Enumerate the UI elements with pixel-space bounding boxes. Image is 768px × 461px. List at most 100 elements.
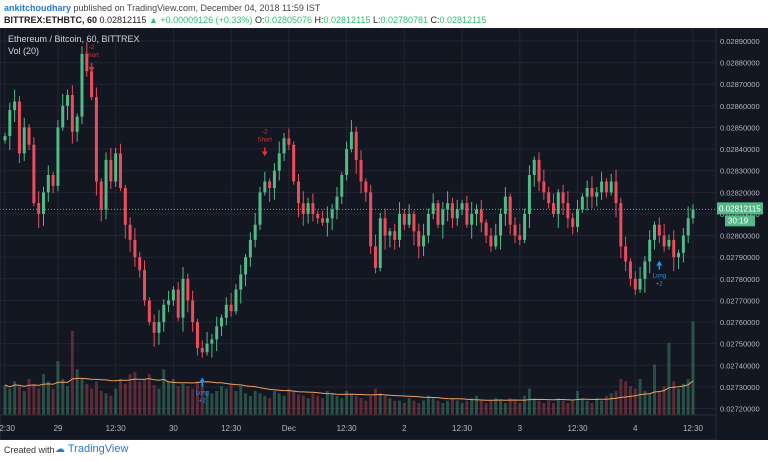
volume-bar (657, 391, 661, 415)
published-text: published on TradingView.com, December 0… (73, 3, 321, 13)
candle-body (311, 203, 315, 214)
candle-body (590, 187, 594, 197)
volume-bar (422, 400, 426, 415)
volume-bar (311, 393, 315, 415)
candle-body (248, 239, 252, 258)
candle-body (282, 138, 286, 154)
tradingview-logo[interactable]: ☁ TradingView (55, 443, 128, 455)
candle-body (167, 300, 171, 305)
open-label: O: (254, 15, 265, 25)
volume-bar (441, 403, 445, 415)
candle-body (301, 203, 305, 214)
publish-line: ankitchoudhary published on TradingView.… (4, 2, 320, 14)
candle-body (118, 153, 122, 188)
volume-bar (383, 395, 387, 415)
candle-body (3, 136, 7, 141)
time-axis[interactable]: 12:30 29 12:30 30 12:30 Dec 12:30 2 12:30 3 12:30 4… (0, 424, 704, 433)
candle-body (321, 218, 325, 223)
candle-body (229, 304, 233, 312)
price-tick-label: 0.02830000 (720, 167, 760, 176)
time-tick-label: 12:30 (452, 424, 473, 433)
candle-body (412, 213, 416, 232)
long-signal-label: Long (653, 274, 666, 280)
volume-bar (239, 386, 243, 415)
candle-body (90, 71, 94, 98)
candle-body (600, 181, 604, 193)
volume-bar (75, 369, 79, 415)
low-value: 0.02780781 (380, 15, 429, 25)
time-tick-label: 4 (633, 424, 638, 433)
candle-body (272, 170, 276, 188)
volume-bar (210, 393, 214, 415)
volume-ma-line (4, 377, 694, 401)
volume-bar (465, 400, 469, 415)
volume-bar (662, 386, 666, 415)
price-tick-label: 0.02850000 (720, 123, 760, 132)
volume-bar (691, 321, 695, 415)
candle-body (152, 322, 156, 333)
candle-body (585, 187, 589, 197)
volume-bar (205, 391, 209, 415)
candle-body (56, 127, 60, 186)
candle-body (638, 278, 642, 290)
candle-body (253, 224, 257, 240)
candle-body (70, 95, 74, 132)
volume-bar (3, 385, 7, 415)
candle-body (138, 257, 142, 271)
tradingview-cloud-icon: ☁ (55, 444, 65, 455)
candle-body (191, 300, 195, 323)
volume-bar (513, 400, 517, 415)
volume-bar (123, 383, 127, 415)
candle-body (523, 213, 527, 240)
candle-body (681, 235, 685, 253)
volume-bar (359, 398, 363, 415)
volume-bar (244, 393, 248, 415)
volume-bar (99, 391, 103, 415)
last-price-tag-text: 0.02812115 (719, 204, 761, 213)
volume-bar (653, 364, 657, 415)
candle-body (513, 224, 517, 236)
candle-body (17, 101, 21, 154)
candle-body (205, 343, 209, 353)
price-change: ▲ +0.00009126 (+0.33%) (148, 15, 253, 25)
chart-title: Ethereum / Bitcoin, 60, BITTREX (8, 34, 140, 44)
time-tick-label: 12:30 (683, 424, 704, 433)
price-tick-label: 0.02720000 (720, 405, 760, 414)
candle-body (234, 289, 238, 312)
volume-bar (301, 395, 305, 415)
price-tick-label: 0.02730000 (720, 383, 760, 392)
candle-body (195, 322, 199, 348)
volume-bar (547, 400, 551, 415)
long-signal-label: Long (196, 390, 209, 396)
volume-bar (70, 331, 74, 415)
grid (0, 28, 716, 415)
author-link[interactable]: ankitchoudhary (4, 3, 72, 13)
candle-body (503, 196, 507, 214)
price-tick-label: 0.02760000 (720, 318, 760, 327)
candle-body (61, 105, 65, 128)
candle-body (422, 235, 426, 247)
candle-body (277, 153, 281, 171)
volume-bar (195, 381, 199, 415)
candle-body (595, 192, 599, 197)
candle-body (624, 246, 628, 262)
candle-body (431, 203, 435, 214)
volume-bar (426, 395, 430, 415)
volume-bar (494, 398, 498, 415)
candle-body (604, 181, 608, 193)
volume-bar (412, 400, 416, 415)
open-value: 0.02805076 (264, 15, 313, 25)
price-axis[interactable]: 0.02890000 0.02880000 0.02870000 0.02860000… (720, 37, 760, 414)
candle-body (628, 261, 632, 279)
volume-bar (186, 386, 190, 415)
footer: Created with ☁ TradingView (0, 440, 768, 461)
candle-body (181, 278, 185, 318)
candle-body (27, 127, 31, 145)
candles (3, 42, 695, 358)
price-tick-label: 0.02840000 (720, 145, 760, 154)
volume-bar (37, 388, 41, 415)
candle-body (94, 97, 98, 182)
volume-indicator-label: Vol (20) (8, 46, 39, 56)
volume-bar (22, 391, 26, 415)
